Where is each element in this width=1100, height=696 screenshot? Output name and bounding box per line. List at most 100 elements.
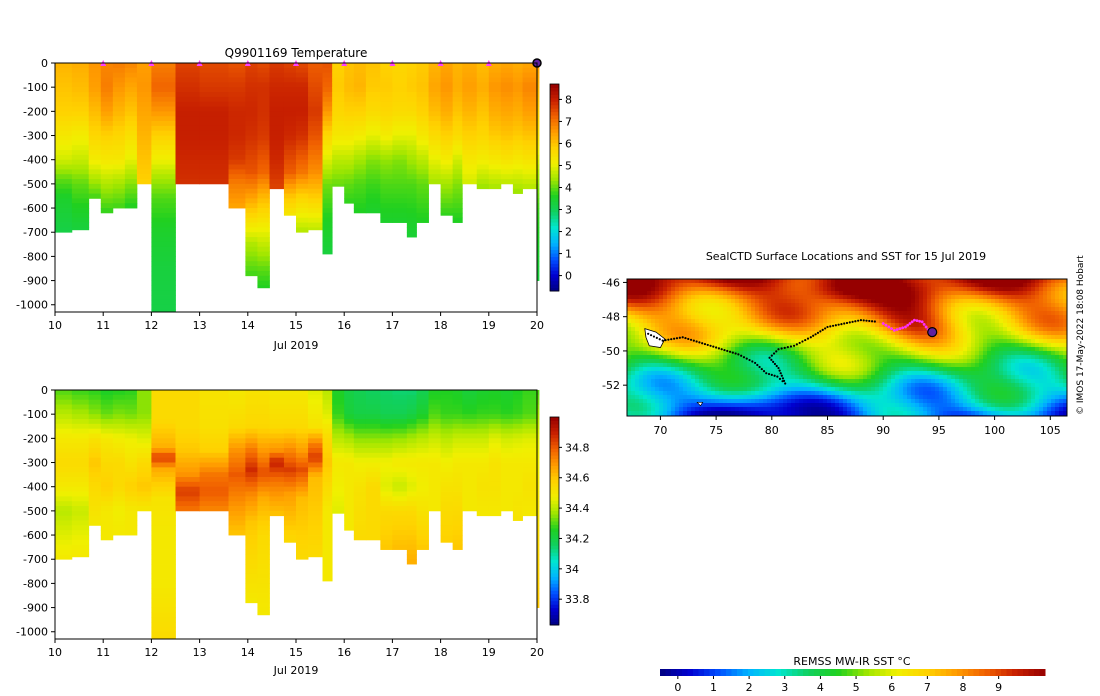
heatmap-cell (88, 111, 102, 117)
sst-cell (747, 391, 752, 396)
heatmap-cell (228, 438, 246, 444)
heatmap-cell (344, 394, 355, 401)
heatmap-cell (257, 111, 270, 117)
heatmap-cell (296, 472, 309, 478)
heatmap-cell (416, 448, 429, 454)
sst-cell (843, 407, 848, 412)
heatmap-cell (245, 116, 258, 122)
heatmap-cell (199, 150, 229, 156)
heatmap-cell (228, 106, 246, 112)
sst-cell (671, 339, 676, 344)
y-tick-label: -300 (23, 457, 48, 470)
heatmap-cell (55, 423, 73, 430)
sst-cell (763, 351, 768, 356)
sst-cell (795, 283, 800, 288)
sst-cell (787, 395, 792, 400)
sst-cell (779, 323, 784, 328)
sst-cell (723, 371, 728, 376)
sst-cell (635, 295, 640, 300)
colorbar-segment (550, 222, 559, 226)
heatmap-cell (296, 394, 309, 401)
sst-cell (799, 331, 804, 336)
sst-cell (719, 327, 724, 332)
heatmap-cell (88, 506, 102, 512)
heatmap-cell (428, 443, 441, 449)
sst-cell (823, 311, 828, 316)
heatmap-cell (440, 506, 454, 512)
sst-cell (691, 311, 696, 316)
heatmap-cell (512, 140, 523, 146)
heatmap-cell (175, 179, 200, 185)
heatmap-cell (71, 409, 90, 415)
heatmap-cell (500, 179, 514, 185)
sst-cell (751, 355, 756, 360)
sst-cell (779, 279, 784, 284)
sst-cell (735, 291, 740, 296)
sst-cell (811, 347, 816, 352)
heatmap-cell (136, 394, 152, 401)
sst-cell (711, 387, 716, 392)
sst-cell (899, 375, 904, 380)
colorbar-segment (550, 423, 559, 428)
heatmap-cell (296, 179, 309, 185)
sst-cell (631, 403, 636, 408)
heatmap-cell (500, 457, 514, 463)
sst-cell (843, 307, 848, 312)
sst-cell (827, 403, 832, 408)
sst-cell (735, 319, 740, 324)
sst-cell (875, 391, 880, 396)
heatmap-cell (512, 183, 523, 190)
sst-cell (835, 295, 840, 300)
sst-cell (823, 359, 828, 364)
sst-cell (827, 399, 832, 404)
sst-cell (659, 303, 664, 308)
heatmap-cell (151, 82, 176, 88)
heatmap-cell (136, 419, 152, 425)
sst-cell (723, 319, 728, 324)
sst-cell (675, 375, 680, 380)
heatmap-cell (100, 443, 114, 449)
heatmap-cell (308, 164, 323, 170)
sst-cell (663, 327, 668, 332)
sst-cell (639, 295, 644, 300)
heatmap-cell (353, 140, 367, 146)
sst-cell (635, 323, 640, 328)
heatmap-cell (512, 77, 523, 83)
sst-cell (779, 359, 784, 364)
sst-cell (767, 291, 772, 296)
sst-cell (727, 399, 732, 404)
sst-cell (667, 355, 672, 360)
heatmap-cell (322, 438, 333, 444)
heatmap-cell (353, 525, 367, 531)
heatmap-cell (175, 472, 200, 478)
sst-cell (879, 323, 884, 328)
heatmap-cell (88, 515, 102, 521)
sst-cell (663, 383, 668, 388)
heatmap-cell (462, 491, 478, 497)
sst-cell (871, 323, 876, 328)
sst-cell (875, 347, 880, 352)
sst-cell (787, 387, 792, 392)
sst-cell (735, 387, 740, 392)
colorbar-segment (550, 469, 559, 473)
sst-cell (783, 395, 788, 400)
sst-cell (659, 283, 664, 288)
heatmap-cell (416, 179, 429, 185)
sst-cell (715, 315, 720, 320)
sst-cell (727, 315, 732, 320)
sst-cell (851, 339, 856, 344)
heatmap-cell (175, 116, 200, 122)
colorbar-tick-label: 34.4 (565, 502, 590, 515)
heatmap-cell (440, 419, 454, 425)
heatmap-cell (537, 568, 540, 575)
sst-cell (699, 323, 704, 328)
heatmap-cell (100, 101, 114, 107)
heatmap-cell (175, 145, 200, 151)
heatmap-cell (452, 188, 463, 194)
heatmap-cell (296, 520, 309, 526)
heatmap-cell (322, 116, 333, 122)
heatmap-cell (537, 130, 540, 136)
sst-cell (811, 339, 816, 344)
sst-cell (795, 367, 800, 372)
